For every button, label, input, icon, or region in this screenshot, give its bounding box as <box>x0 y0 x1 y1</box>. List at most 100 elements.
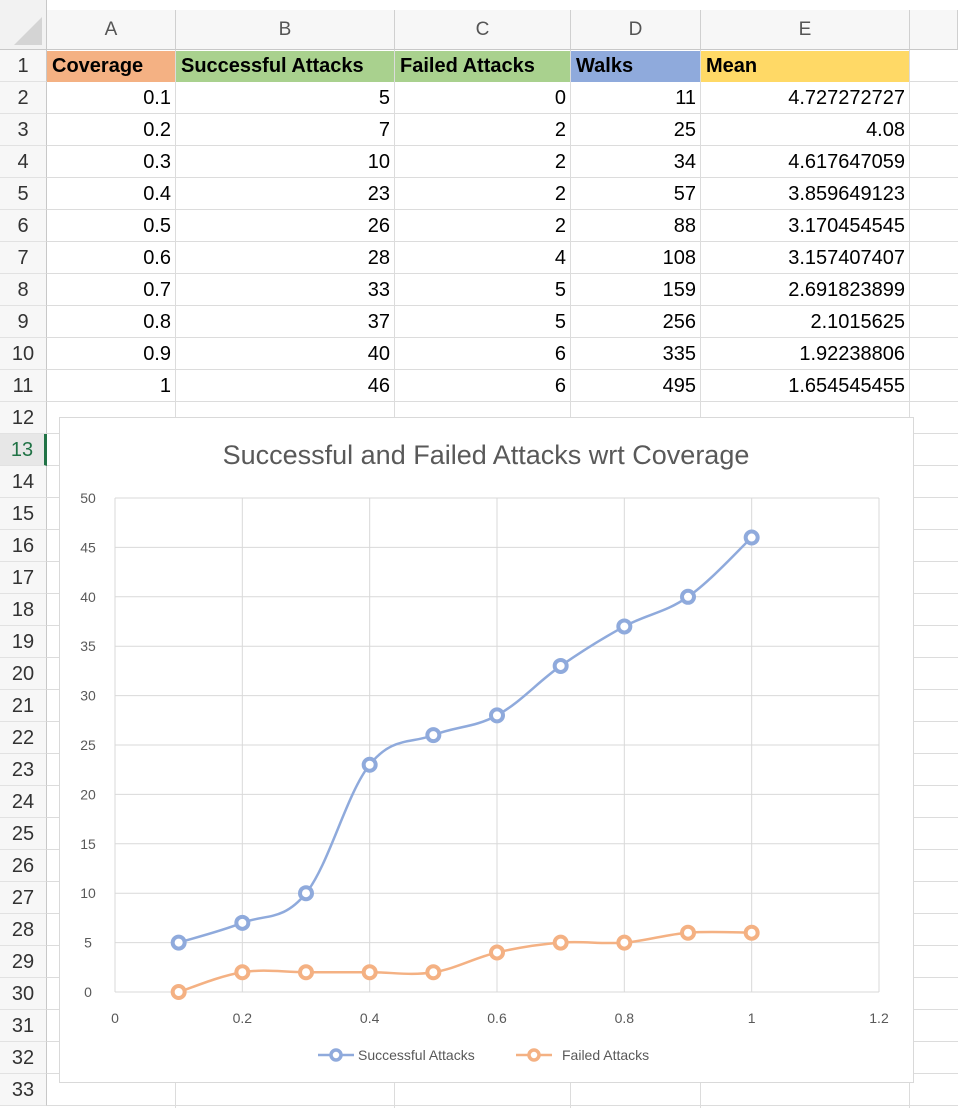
cell-walks[interactable]: 335 <box>662 343 696 365</box>
cell-successful[interactable]: 5 <box>378 87 390 109</box>
column-header-e[interactable]: E <box>701 10 910 50</box>
cell-mean[interactable]: 3.157407407 <box>788 247 905 269</box>
data-point <box>170 984 187 1000</box>
row-header-27[interactable]: 27 <box>0 882 47 914</box>
row-header-14[interactable]: 14 <box>0 466 47 498</box>
header-successful[interactable]: Successful Attacks <box>176 51 394 82</box>
cell-coverage[interactable]: 1 <box>159 375 171 397</box>
cell-walks[interactable]: 57 <box>673 183 696 205</box>
header-walks[interactable]: Walks <box>571 51 700 82</box>
row-header-21[interactable]: 21 <box>0 690 47 722</box>
row-header-17[interactable]: 17 <box>0 562 47 594</box>
row-header-13[interactable]: 13 <box>0 434 47 466</box>
cell-failed[interactable]: 6 <box>554 375 566 397</box>
row-header-16[interactable]: 16 <box>0 530 47 562</box>
row-header-1[interactable]: 1 <box>0 50 47 82</box>
cell-walks[interactable]: 256 <box>662 311 696 333</box>
cell-coverage[interactable]: 0.6 <box>143 247 171 269</box>
cell-failed[interactable]: 4 <box>554 247 566 269</box>
cell-walks[interactable]: 34 <box>673 151 696 173</box>
cell-walks[interactable]: 11 <box>675 87 696 109</box>
column-header-f[interactable] <box>910 10 958 50</box>
cell-walks[interactable]: 108 <box>662 247 696 269</box>
cell-successful[interactable]: 23 <box>367 183 390 205</box>
row-header-5[interactable]: 5 <box>0 178 47 210</box>
cell-failed[interactable]: 2 <box>554 119 566 141</box>
legend-label: Successful Attacks <box>358 1047 475 1063</box>
cell-successful[interactable]: 37 <box>367 311 390 333</box>
cell-coverage[interactable]: 0.7 <box>143 279 171 301</box>
cell-successful[interactable]: 40 <box>367 343 390 365</box>
cell-coverage[interactable]: 0.5 <box>143 215 171 237</box>
row-header-9[interactable]: 9 <box>0 306 47 338</box>
cell-mean[interactable]: 4.617647059 <box>788 151 905 173</box>
cell-failed[interactable]: 5 <box>554 311 566 333</box>
header-mean[interactable]: Mean <box>701 51 909 82</box>
cell-mean[interactable]: 3.859649123 <box>788 183 905 205</box>
row-header-22[interactable]: 22 <box>0 722 47 754</box>
row-header-29[interactable]: 29 <box>0 946 47 978</box>
cell-mean[interactable]: 2.1015625 <box>810 311 905 333</box>
chart[interactable]: Successful and Failed Attacks wrt Covera… <box>59 417 914 1083</box>
row-header-3[interactable]: 3 <box>0 114 47 146</box>
cell-successful[interactable]: 7 <box>378 119 390 141</box>
row-header-8[interactable]: 8 <box>0 274 47 306</box>
row-header-20[interactable]: 20 <box>0 658 47 690</box>
column-header-c[interactable]: C <box>395 10 571 50</box>
cell-successful[interactable]: 10 <box>367 151 390 173</box>
row-header-12[interactable]: 12 <box>0 402 47 434</box>
cell-coverage[interactable]: 0.2 <box>143 119 171 141</box>
column-header-d[interactable]: D <box>571 10 701 50</box>
cell-failed[interactable]: 6 <box>554 343 566 365</box>
cell-mean[interactable]: 1.654545455 <box>788 375 905 397</box>
cell-failed[interactable]: 2 <box>554 183 566 205</box>
cell-walks[interactable]: 159 <box>662 279 696 301</box>
cell-successful[interactable]: 26 <box>367 215 390 237</box>
select-all-corner[interactable] <box>0 0 47 50</box>
cell-coverage[interactable]: 0.1 <box>143 87 171 109</box>
cell-walks[interactable]: 25 <box>673 119 696 141</box>
cell-failed[interactable]: 0 <box>554 87 566 109</box>
column-header-a[interactable]: A <box>47 10 176 50</box>
cell-failed[interactable]: 2 <box>554 151 566 173</box>
row-header-33[interactable]: 33 <box>0 1074 47 1106</box>
cell-walks[interactable]: 495 <box>662 375 696 397</box>
data-point <box>234 964 251 981</box>
row-header-10[interactable]: 10 <box>0 338 47 370</box>
cell-walks[interactable]: 88 <box>673 215 696 237</box>
row-header-18[interactable]: 18 <box>0 594 47 626</box>
cell-mean[interactable]: 4.08 <box>866 119 905 141</box>
row-header-7[interactable]: 7 <box>0 242 47 274</box>
row-header-25[interactable]: 25 <box>0 818 47 850</box>
cell-failed[interactable]: 5 <box>554 279 566 301</box>
row-header-28[interactable]: 28 <box>0 914 47 946</box>
row-header-2[interactable]: 2 <box>0 82 47 114</box>
cell-mean[interactable]: 3.170454545 <box>788 215 905 237</box>
row-header-30[interactable]: 30 <box>0 978 47 1010</box>
row-header-23[interactable]: 23 <box>0 754 47 786</box>
header-failed[interactable]: Failed Attacks <box>395 51 570 82</box>
row-header-4[interactable]: 4 <box>0 146 47 178</box>
cell-coverage[interactable]: 0.9 <box>143 343 171 365</box>
row-header-11[interactable]: 11 <box>0 370 47 402</box>
row-header-19[interactable]: 19 <box>0 626 47 658</box>
row-header-15[interactable]: 15 <box>0 498 47 530</box>
cell-mean[interactable]: 1.92238806 <box>799 343 905 365</box>
cell-successful[interactable]: 46 <box>367 375 390 397</box>
row-header-31[interactable]: 31 <box>0 1010 47 1042</box>
column-header-b[interactable]: B <box>176 10 395 50</box>
cell-successful[interactable]: 28 <box>367 247 390 269</box>
cell-mean[interactable]: 4.727272727 <box>788 87 905 109</box>
cell-mean[interactable]: 2.691823899 <box>788 279 905 301</box>
cell-coverage[interactable]: 0.3 <box>143 151 171 173</box>
cell-failed[interactable]: 2 <box>554 215 566 237</box>
row-header-32[interactable]: 32 <box>0 1042 47 1074</box>
row-header-6[interactable]: 6 <box>0 210 47 242</box>
cell-successful[interactable]: 33 <box>367 279 390 301</box>
cell-coverage[interactable]: 0.4 <box>143 183 171 205</box>
header-coverage[interactable]: Coverage <box>47 51 175 82</box>
cell-coverage[interactable]: 0.8 <box>143 311 171 333</box>
row-header-24[interactable]: 24 <box>0 786 47 818</box>
row-header-26[interactable]: 26 <box>0 850 47 882</box>
